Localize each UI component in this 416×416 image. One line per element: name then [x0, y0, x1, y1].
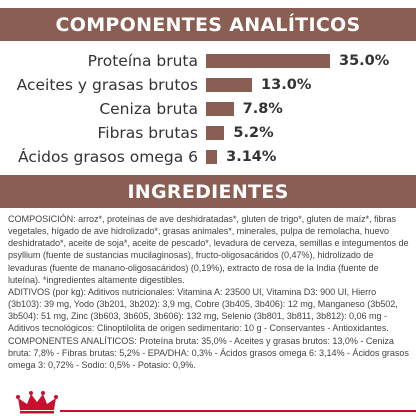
additives-paragraph: ADITIVOS (por kg): Aditivos nutricionale…: [8, 286, 398, 334]
ingredients-header: INGREDIENTES: [0, 175, 416, 208]
bar-label: Ceniza bruta: [99, 100, 198, 118]
composition-paragraph: COMPOSICIÓN: arroz*, proteínas de ave de…: [8, 214, 409, 285]
bar-row: Ácidos grasos omega 6 3.14%: [0, 146, 416, 168]
bar-value-label: 7.8%: [242, 101, 283, 117]
bar-label: Ácidos grasos omega 6: [18, 148, 198, 166]
bar: [206, 54, 330, 68]
ingredients-title: INGREDIENTES: [127, 180, 289, 203]
bar: [206, 126, 225, 140]
bar: [206, 150, 218, 164]
footer-red-line: [60, 410, 416, 416]
bar: [206, 78, 253, 92]
analytical-bar-chart: Proteína bruta 35.0% Aceites y grasas brut…: [0, 46, 416, 170]
bar-value-label: 13.0%: [261, 77, 312, 93]
bar-value-label: 5.2%: [233, 125, 274, 141]
bar-row: Proteína bruta 35.0%: [0, 50, 416, 72]
bar-value-label: 3.14%: [226, 149, 277, 165]
ingredients-text: COMPOSICIÓN: arroz*, proteínas de ave de…: [8, 213, 412, 371]
bar-row: Fibras brutas 5.2%: [0, 122, 416, 144]
bar-label: Aceites y grasas brutos: [16, 76, 198, 94]
bar-row: Aceites y grasas brutos 13.0%: [0, 74, 416, 96]
bar: [206, 102, 234, 116]
bar-label: Proteína bruta: [87, 52, 198, 70]
analytical-components-header: COMPONENTES ANALÍTICOS: [0, 8, 416, 41]
bar-value-label: 35.0%: [339, 53, 390, 69]
royal-canin-crown-icon: [16, 391, 58, 414]
bar-row: Ceniza bruta 7.8%: [0, 98, 416, 120]
analytical-paragraph: COMPONENTES ANALÍTICOS: Proteína bruta: …: [8, 335, 409, 370]
analytical-components-title: COMPONENTES ANALÍTICOS: [55, 13, 361, 36]
bar-label: Fibras brutas: [97, 124, 199, 142]
